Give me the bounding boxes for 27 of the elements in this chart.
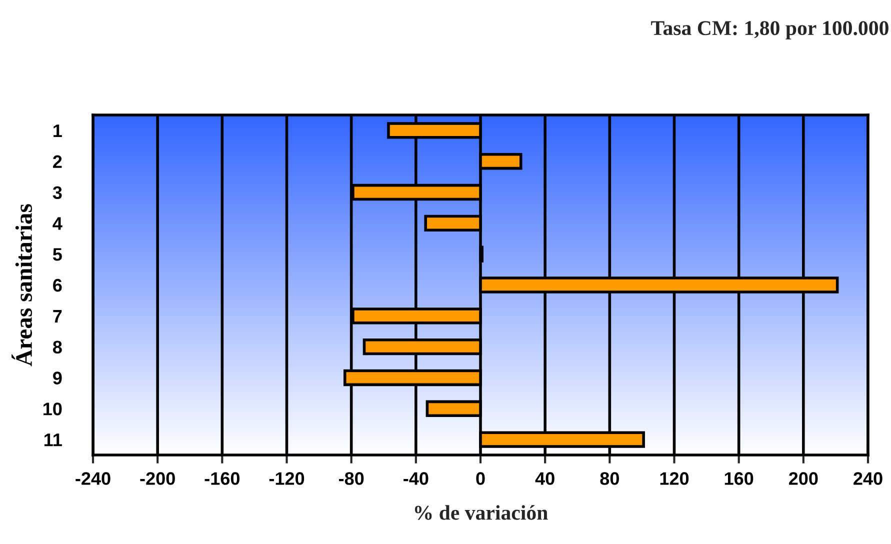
y-tick-label: 10 (44, 402, 62, 416)
x-tick-label: 160 (724, 472, 754, 485)
x-tick-label: 0 (476, 472, 485, 485)
y-tick-label: 8 (52, 340, 62, 354)
x-tick-label: -200 (140, 472, 175, 485)
chart-title: Tasa CM: 1,80 por 100.000 (651, 21, 888, 40)
x-tick-label: -80 (338, 472, 364, 485)
y-tick-label: 3 (52, 186, 62, 200)
x-tick-label: 240 (854, 472, 882, 485)
x-tick-label: 80 (600, 472, 619, 485)
x-tick-label: 200 (788, 472, 818, 485)
y-tick-label: 6 (53, 278, 62, 292)
x-tick-label: -120 (269, 472, 304, 485)
x-tick-label: -160 (204, 472, 240, 485)
y-tick-label: 1 (54, 124, 62, 137)
y-tick-label: 2 (53, 155, 62, 168)
x-tick-label: -240 (76, 472, 110, 485)
y-tick-label: 9 (53, 372, 62, 384)
x-tick-label: -40 (404, 472, 428, 485)
x-tick-label: 120 (660, 472, 689, 485)
x-tick-label: 40 (535, 472, 554, 485)
y-tick-label: 4 (52, 217, 62, 230)
y-axis-title: Áreas sanitarias (12, 204, 32, 366)
y-tick-label: 7 (53, 310, 62, 322)
y-tick-label: 11 (44, 434, 62, 446)
y-tick-label: 5 (52, 248, 62, 261)
x-axis-title: % de variación (414, 505, 548, 520)
